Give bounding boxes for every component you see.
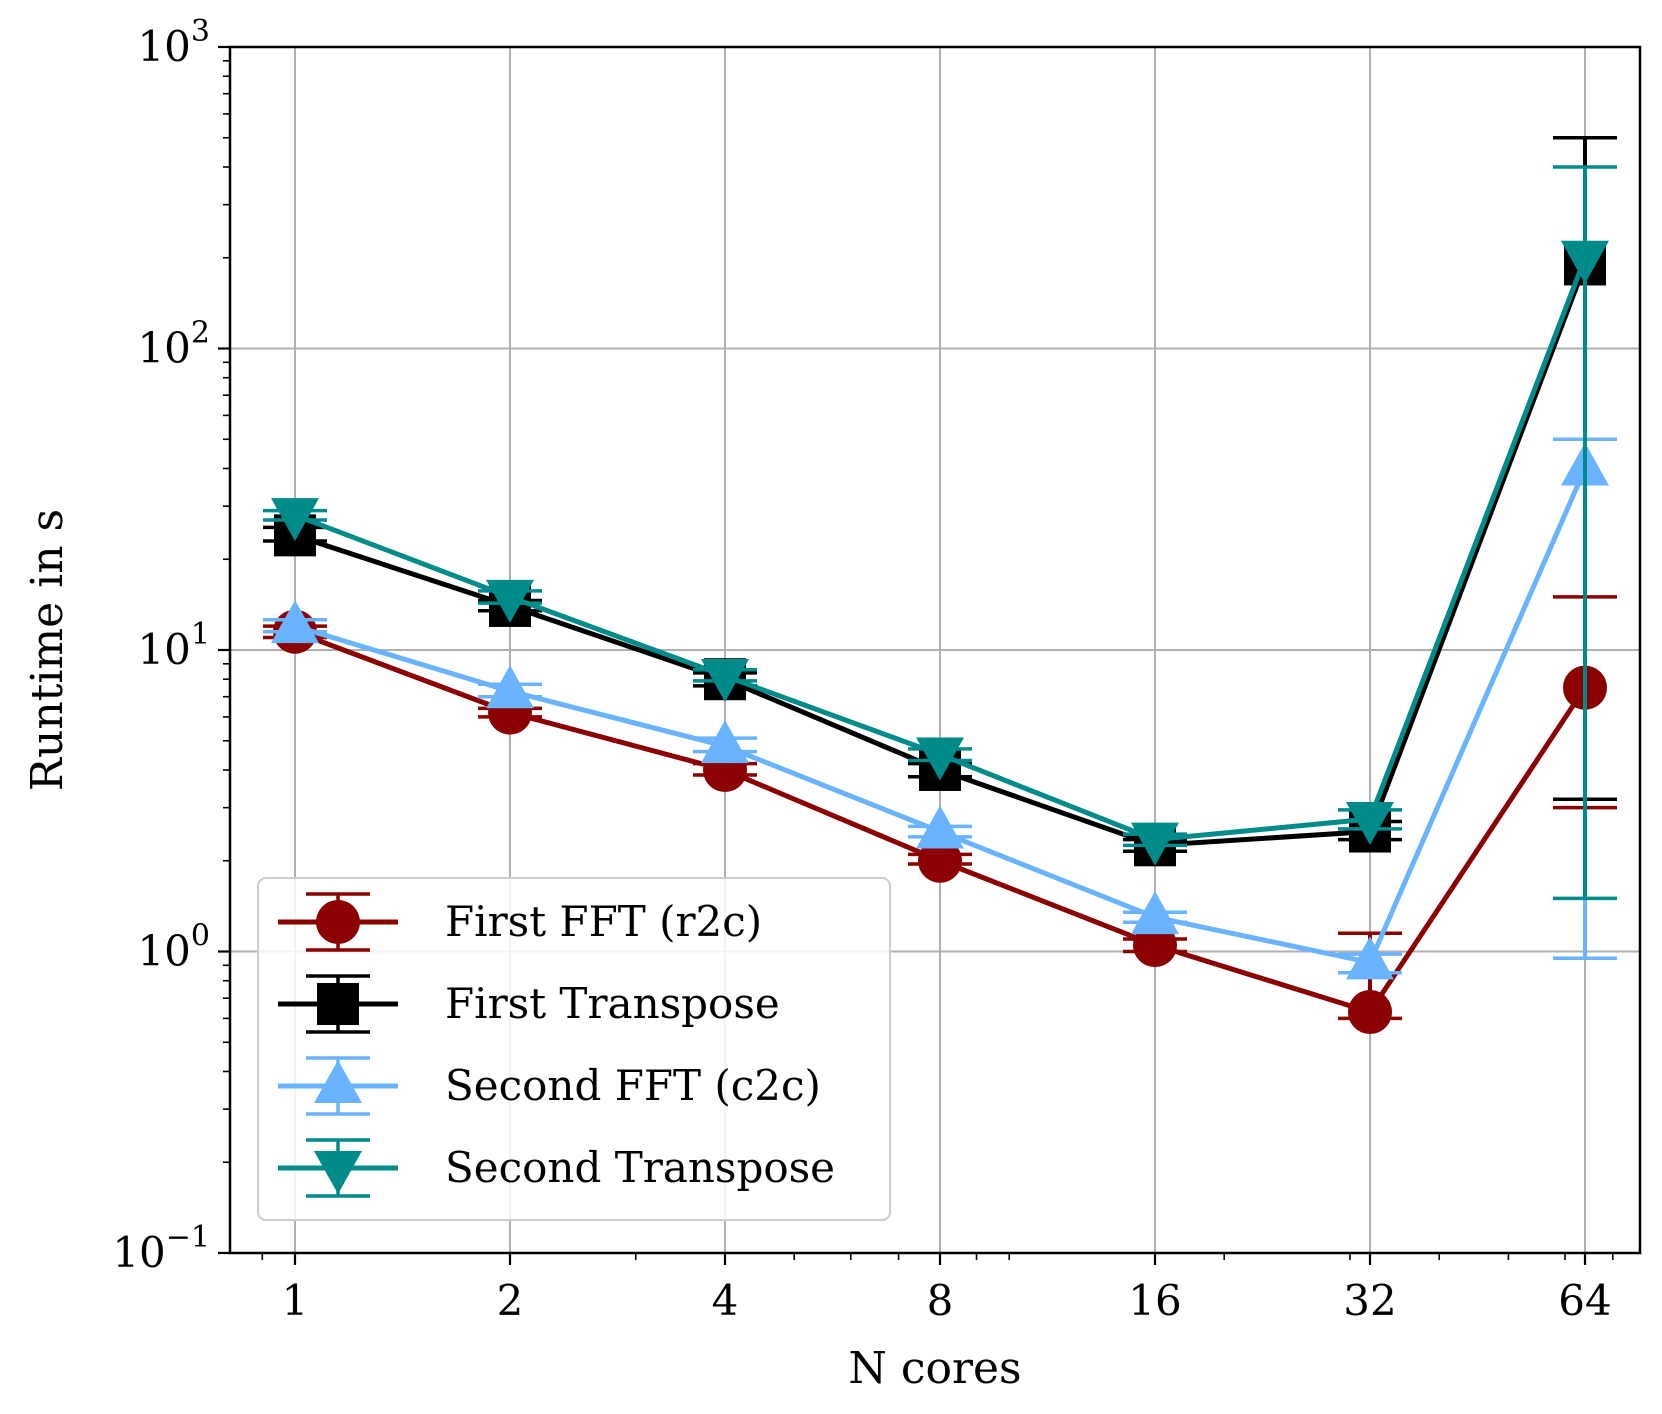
y-tick-labels: 10−1 100 101 102 103	[112, 14, 210, 1277]
x-tick-labels: 1 2 4 8 16 32 64	[282, 1276, 1612, 1325]
y-axis-label: Runtime in s	[22, 509, 73, 791]
legend-marker	[314, 1060, 362, 1103]
data-point	[271, 498, 319, 542]
data-point	[1346, 802, 1394, 846]
data-point	[916, 737, 964, 781]
y-tick-label: 10−1	[112, 1220, 210, 1277]
x-tick-label: 2	[497, 1276, 524, 1325]
x-tick-label: 1	[282, 1276, 309, 1325]
legend-label: First Transpose	[445, 979, 780, 1028]
y-tick-label: 103	[137, 14, 210, 71]
legend-entry: First FFT (r2c)	[278, 892, 762, 952]
data-point	[916, 805, 964, 849]
series-2	[263, 437, 1617, 980]
data-point	[486, 665, 534, 709]
data-point	[1561, 240, 1609, 284]
data-point	[701, 658, 749, 702]
data-point	[486, 579, 534, 623]
legend-frame	[257, 877, 891, 1221]
x-tick-label: 32	[1343, 1276, 1396, 1325]
legend-label: Second Transpose	[445, 1143, 835, 1192]
data-point	[701, 720, 749, 764]
legend-marker	[316, 900, 360, 944]
data-point	[918, 838, 962, 883]
x-tick-label: 4	[712, 1276, 739, 1325]
series-3	[263, 165, 1617, 901]
legend: First FFT (r2c) First Transpose Second FFT…	[257, 877, 891, 1221]
y-tick-label: 100	[137, 919, 210, 976]
series-layer	[263, 136, 1617, 1034]
legend-entry: Second Transpose	[278, 1138, 835, 1198]
legend-entry: Second FFT (c2c)	[278, 1056, 821, 1116]
legend-marker	[317, 983, 359, 1025]
legend-marker	[314, 1151, 362, 1194]
x-tick-label: 8	[927, 1276, 954, 1325]
legend-label: First FFT (r2c)	[445, 897, 762, 946]
legend-label: Second FFT (c2c)	[445, 1061, 821, 1110]
data-point	[1348, 989, 1392, 1034]
major-ticks	[218, 45, 1587, 1265]
x-tick-label: 16	[1128, 1276, 1181, 1325]
data-point	[271, 600, 319, 644]
data-point	[1346, 936, 1394, 980]
y-tick-label: 102	[137, 316, 210, 373]
x-axis-label: N cores	[848, 1343, 1021, 1394]
data-point	[1131, 822, 1179, 866]
legend-entry: First Transpose	[278, 974, 780, 1034]
x-tick-label: 64	[1558, 1276, 1611, 1325]
data-point	[1131, 891, 1179, 935]
plot-frame	[228, 45, 1642, 1255]
y-tick-label: 101	[137, 617, 210, 674]
